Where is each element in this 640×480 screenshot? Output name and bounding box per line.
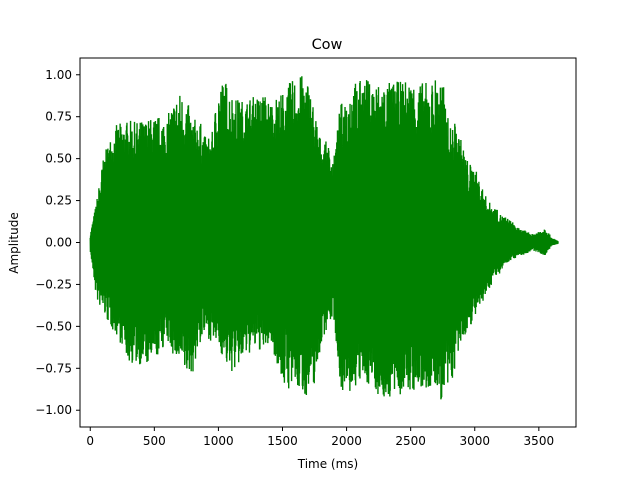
chart-title: Cow — [312, 37, 343, 53]
x-tick-label: 0 — [86, 434, 94, 448]
y-axis-label: Amplitude — [7, 212, 21, 274]
y-axis: −1.00 −0.75 −0.50 −0.25 0.00 0.25 0.50 0.75 1.00 — [35, 68, 80, 417]
y-tick-label: 1.00 — [45, 68, 72, 82]
y-tick-label: −1.00 — [35, 403, 72, 417]
y-tick-label: −0.50 — [35, 319, 72, 333]
x-tick-label: 3000 — [459, 434, 490, 448]
x-tick-label: 1000 — [203, 434, 234, 448]
y-tick-label: 0.75 — [45, 110, 72, 124]
x-tick-label: 2500 — [395, 434, 426, 448]
series-0-waveform — [89, 76, 559, 400]
y-tick-label: −0.25 — [35, 277, 72, 291]
x-tick-label: 2000 — [331, 434, 362, 448]
x-axis-label: Time (ms) — [297, 457, 359, 471]
x-tick-label: 3500 — [524, 434, 555, 448]
x-tick-label: 1500 — [267, 434, 298, 448]
y-tick-label: 0.50 — [45, 152, 72, 166]
x-axis: 0 500 1000 1500 2000 2500 3000 3500 — [86, 427, 554, 448]
y-tick-label: 0.00 — [45, 236, 72, 250]
y-tick-label: −0.75 — [35, 361, 72, 375]
series-layer — [89, 76, 559, 400]
x-tick-label: 500 — [143, 434, 166, 448]
y-tick-label: 0.25 — [45, 194, 72, 208]
